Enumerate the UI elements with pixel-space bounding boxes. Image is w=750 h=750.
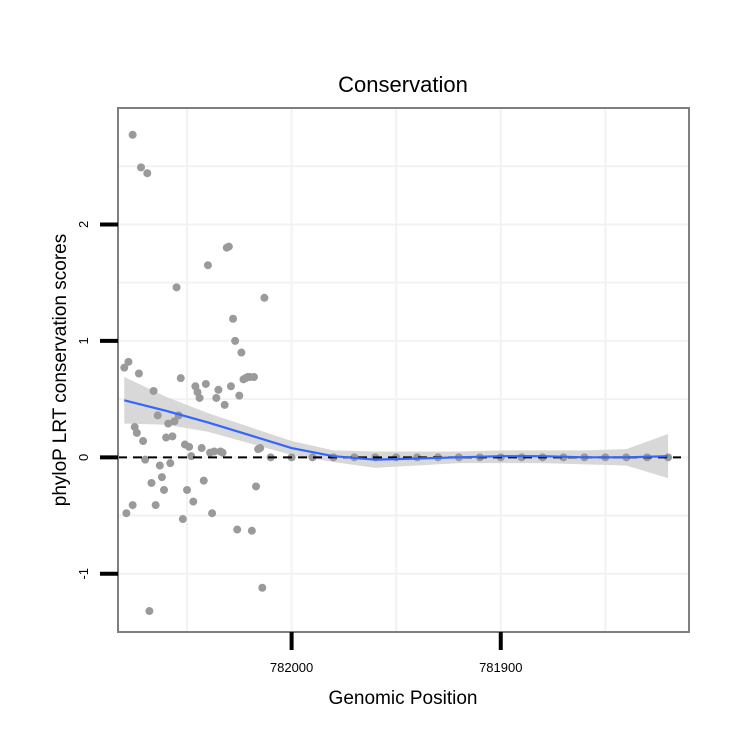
data-point bbox=[212, 393, 221, 402]
y-tick-label: -1 bbox=[76, 568, 91, 580]
data-point bbox=[124, 357, 133, 366]
data-point bbox=[218, 448, 227, 457]
data-point bbox=[235, 391, 244, 400]
data-point bbox=[308, 453, 317, 462]
data-point bbox=[143, 169, 152, 178]
data-point bbox=[197, 444, 206, 453]
data-point bbox=[137, 163, 146, 172]
y-tick-label: 0 bbox=[76, 454, 91, 461]
data-point bbox=[252, 482, 261, 491]
data-point bbox=[247, 526, 256, 535]
data-point bbox=[141, 455, 150, 464]
data-point bbox=[128, 501, 137, 510]
x-axis-title: Genomic Position bbox=[329, 688, 478, 709]
data-point bbox=[170, 417, 179, 426]
data-point bbox=[201, 379, 210, 388]
data-point bbox=[229, 314, 238, 323]
data-point bbox=[233, 525, 242, 534]
plot-border bbox=[117, 107, 690, 633]
data-point bbox=[149, 386, 158, 395]
data-point bbox=[220, 400, 229, 409]
data-point bbox=[122, 509, 131, 518]
data-point bbox=[166, 459, 175, 468]
chart-title: Conservation bbox=[338, 72, 468, 97]
y-axis-title: phyloP LRT conservation scores bbox=[50, 234, 71, 507]
data-point bbox=[226, 382, 235, 391]
data-point bbox=[145, 607, 154, 616]
data-point bbox=[176, 374, 185, 383]
data-point bbox=[249, 372, 258, 381]
x-tick-label: 782000 bbox=[270, 660, 313, 675]
data-point bbox=[183, 485, 192, 494]
data-point bbox=[128, 130, 137, 139]
y-tick-label: 2 bbox=[76, 221, 91, 228]
data-point bbox=[155, 461, 164, 470]
data-point bbox=[120, 363, 129, 372]
data-point bbox=[260, 293, 269, 302]
data-point bbox=[237, 348, 246, 357]
data-points bbox=[120, 130, 673, 616]
data-point bbox=[160, 485, 169, 494]
data-point bbox=[162, 433, 171, 442]
y-tick-label: 1 bbox=[76, 337, 91, 344]
confidence-band-area bbox=[124, 376, 669, 479]
x-tick-label: 781900 bbox=[479, 660, 522, 675]
data-point bbox=[147, 478, 156, 487]
data-point bbox=[231, 336, 240, 345]
plot-background bbox=[118, 108, 689, 632]
data-point bbox=[203, 261, 212, 270]
data-point bbox=[256, 444, 265, 453]
data-point bbox=[168, 432, 177, 441]
smooth-line-path bbox=[124, 399, 669, 461]
y-axis: -1 0 1 2 bbox=[76, 221, 118, 580]
data-point bbox=[178, 515, 187, 524]
data-point bbox=[134, 369, 143, 378]
grid bbox=[118, 107, 689, 633]
data-point bbox=[258, 583, 267, 592]
confidence-band bbox=[124, 376, 669, 479]
x-axis: 782000 781900 bbox=[270, 632, 522, 675]
data-point bbox=[172, 283, 181, 292]
data-point bbox=[208, 509, 217, 518]
data-point bbox=[153, 411, 162, 420]
data-point bbox=[187, 452, 196, 461]
smooth-line bbox=[124, 399, 669, 461]
data-point bbox=[210, 447, 219, 456]
data-point bbox=[164, 419, 173, 428]
data-point bbox=[195, 393, 204, 402]
data-point bbox=[214, 385, 223, 394]
data-point bbox=[199, 476, 208, 485]
data-point bbox=[139, 437, 148, 446]
data-point bbox=[185, 442, 194, 451]
data-point bbox=[189, 497, 198, 506]
data-point bbox=[151, 501, 160, 510]
data-point bbox=[224, 242, 233, 251]
data-point bbox=[132, 428, 141, 437]
data-point bbox=[157, 473, 166, 482]
